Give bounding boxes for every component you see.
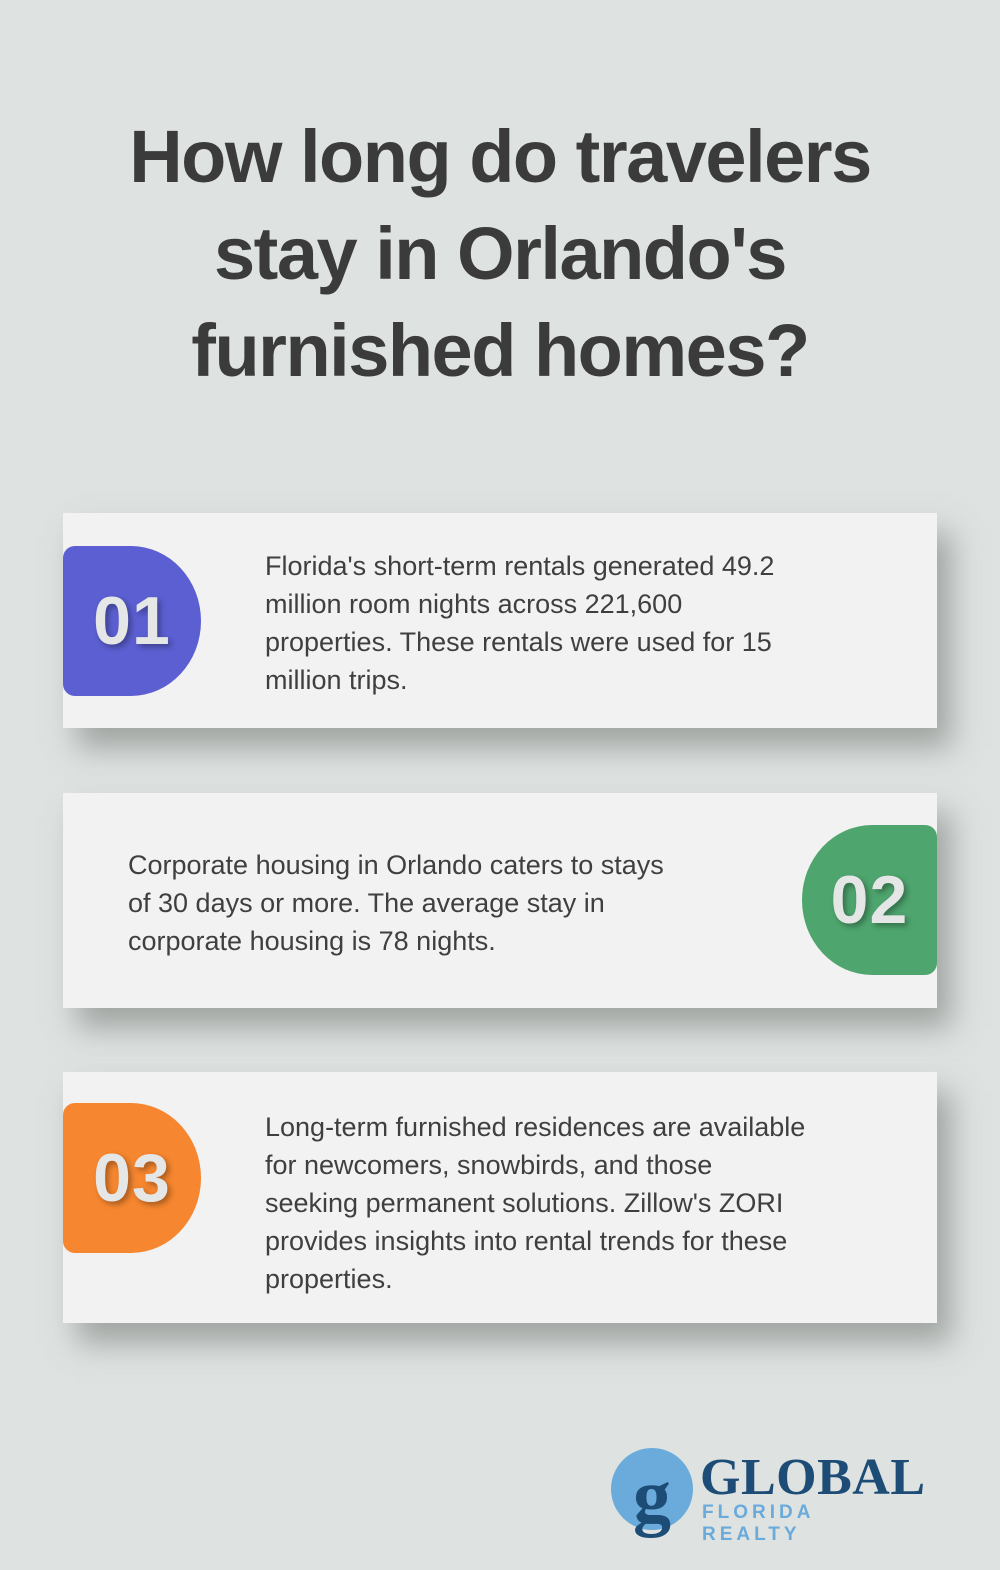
fact-2-text: Corporate housing in Orlando caters to s… — [128, 850, 664, 956]
house-window-dots-icon — [866, 1484, 875, 1493]
fact-2-number-badge: 02 — [802, 825, 937, 975]
logo-wordmark: GLOBAL — [700, 1449, 926, 1506]
fact-2-number: 02 — [830, 862, 909, 938]
fact-card-1: 01 Florida's short-term rentals generate… — [63, 513, 937, 728]
logo-monogram-g: g — [633, 1454, 671, 1538]
fact-card-2: 02 Corporate housing in Orlando caters t… — [63, 793, 937, 1008]
fact-1-number: 01 — [93, 583, 171, 659]
fact-1-text: Florida's short-term rentals generated 4… — [265, 551, 775, 695]
logo-circle-icon: g — [611, 1448, 693, 1534]
logo-subtitle: FLORIDA REALTY — [702, 1502, 814, 1545]
fact-3-number-badge: 03 — [63, 1103, 201, 1253]
fact-1-number-badge: 01 — [63, 546, 201, 696]
fact-3-number: 03 — [93, 1140, 171, 1216]
fact-3-text: Long-term furnished residences are avail… — [265, 1112, 806, 1294]
page-title: How long do travelers stay in Orlando's … — [129, 115, 872, 392]
fact-card-3: 03 Long-term furnished residences are av… — [63, 1072, 937, 1323]
